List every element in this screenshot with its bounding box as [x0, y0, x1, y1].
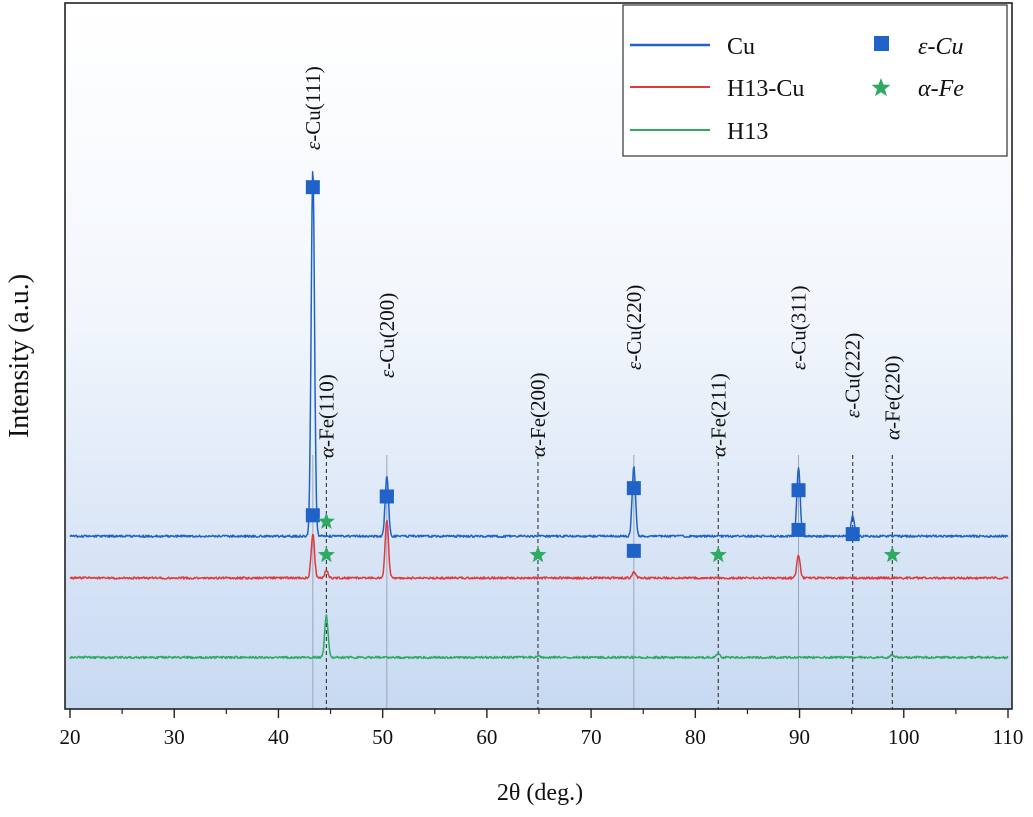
marker-star-2-3: [883, 546, 901, 563]
marker-square-1-4: [791, 522, 806, 537]
series-layer: [69, 171, 1009, 660]
peak-label-6: ε-Cu(311): [787, 286, 811, 371]
series-line-h13-cu: [69, 519, 1009, 580]
x-axis-label: 2θ (deg.): [497, 780, 583, 806]
marker-square-1-0: [305, 508, 320, 523]
legend-star-icon: [871, 78, 891, 97]
legend-label-eps-cu: ε-Cu: [918, 34, 963, 60]
marker-star-2-1: [529, 546, 547, 563]
peak-label-7: ε-Cu(222): [841, 333, 865, 418]
marker-star-2-2: [709, 546, 727, 563]
legend-label-cu: Cu: [727, 34, 755, 60]
x-tick-label-40: 40: [268, 725, 289, 749]
peak-label-8: α-Fe(220): [880, 355, 904, 440]
x-tick-label-90: 90: [789, 725, 810, 749]
peak-label-3: α-Fe(200): [526, 372, 550, 457]
peak-label-4: ε-Cu(220): [622, 285, 646, 370]
x-tick-label-30: 30: [164, 725, 185, 749]
peak-label-2: ε-Cu(200): [375, 293, 399, 378]
marker-square-0-4: [845, 527, 860, 542]
marker-square-0-2: [626, 481, 641, 496]
marker-square-1-2: [379, 489, 394, 504]
x-tick-label-20: 20: [60, 725, 81, 749]
peak-label-1: α-Fe(110): [314, 374, 338, 458]
series-line-cu: [69, 171, 1009, 538]
legend-label-h13: H13: [727, 119, 768, 145]
series-line-h13: [69, 614, 1009, 660]
marker-star-2-0: [317, 512, 335, 529]
markers-layer: [305, 180, 901, 563]
annotations-layer: ε-Cu(111) α-Fe(110) ε-Cu(200) α-Fe(200) ε-Cu…: [301, 66, 904, 458]
x-tick-label-80: 80: [685, 725, 706, 749]
marker-square-0-3: [791, 483, 806, 498]
legend-label-alpha-fe: α-Fe: [918, 76, 964, 102]
legend-label-h13cu: H13-Cu: [727, 76, 804, 102]
peak-label-5: α-Fe(211): [706, 373, 730, 457]
peak-label-0: ε-Cu(111): [301, 66, 325, 150]
x-tick-label-50: 50: [372, 725, 393, 749]
x-axis: 20 30 40 50 60 70 80 90 100 110: [60, 709, 1024, 749]
x-tick-label-70: 70: [581, 725, 602, 749]
x-tick-label-110: 110: [993, 725, 1024, 749]
marker-square-0-0: [305, 180, 320, 195]
y-axis-label: Intensity (a.u.): [4, 274, 35, 438]
legend: Cu H13-Cu H13 ε-Cu α-Fe: [622, 4, 1008, 157]
legend-square-icon: [874, 36, 889, 51]
marker-square-1-3: [626, 543, 641, 558]
x-tick-label-100: 100: [888, 725, 920, 749]
x-tick-label-60: 60: [476, 725, 497, 749]
marker-star-1-1: [317, 546, 335, 563]
